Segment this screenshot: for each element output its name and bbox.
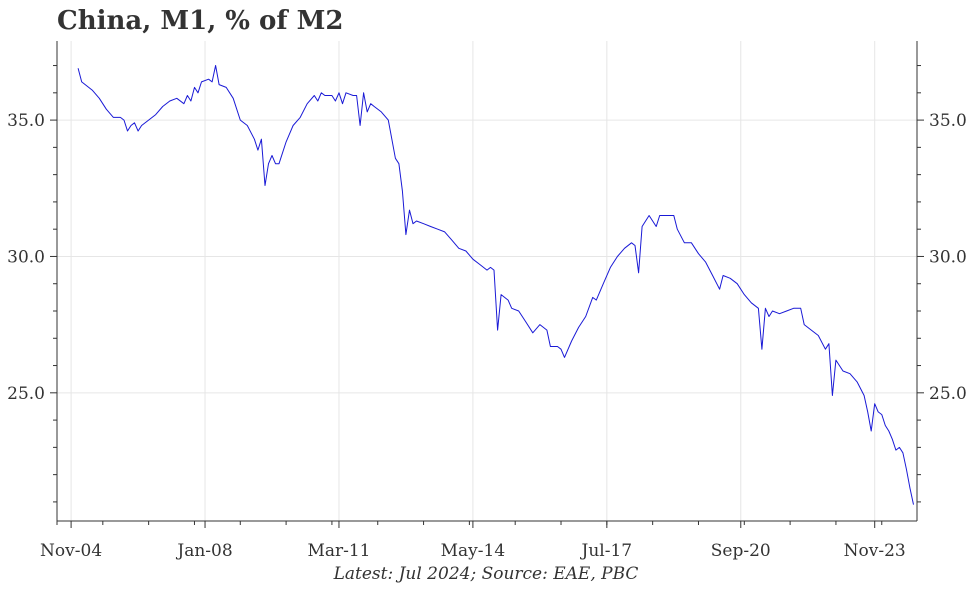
x-tick-label: Nov-04 [40,541,102,561]
gridlines [57,41,917,521]
axes [56,41,918,522]
x-axis-tick-labels: Nov-04 Jan-08 Mar-11 May-14 Jul-17 Sep-20 Nov-… [40,541,906,561]
y-left-tick-label: 25.0 [7,384,45,404]
x-tick-label: Sep-20 [711,541,771,561]
chart-title: China, M1, % of M2 [57,6,344,36]
x-tick-label: Jul-17 [580,541,633,561]
x-tick-label: May-14 [441,541,506,561]
y-right-tick-label: 35.0 [929,111,967,131]
series-layer [77,65,914,505]
x-tick-label: Mar-11 [307,541,370,561]
series-line-m1-share [77,65,914,505]
x-tick-label: Nov-23 [844,541,906,561]
x-tick-label: Jan-08 [175,541,232,561]
y-axis-left-tick-labels: 25.0 30.0 35.0 [7,111,45,404]
y-axis-right-tick-labels: 25.0 30.0 35.0 [929,111,967,404]
y-right-tick-label: 25.0 [929,384,967,404]
y-right-tick-label: 30.0 [929,247,967,267]
tick-marks [50,65,924,528]
source-note: Latest: Jul 2024; Source: EAE, PBC [333,564,639,584]
y-left-tick-label: 35.0 [7,111,45,131]
y-left-tick-label: 30.0 [7,247,45,267]
